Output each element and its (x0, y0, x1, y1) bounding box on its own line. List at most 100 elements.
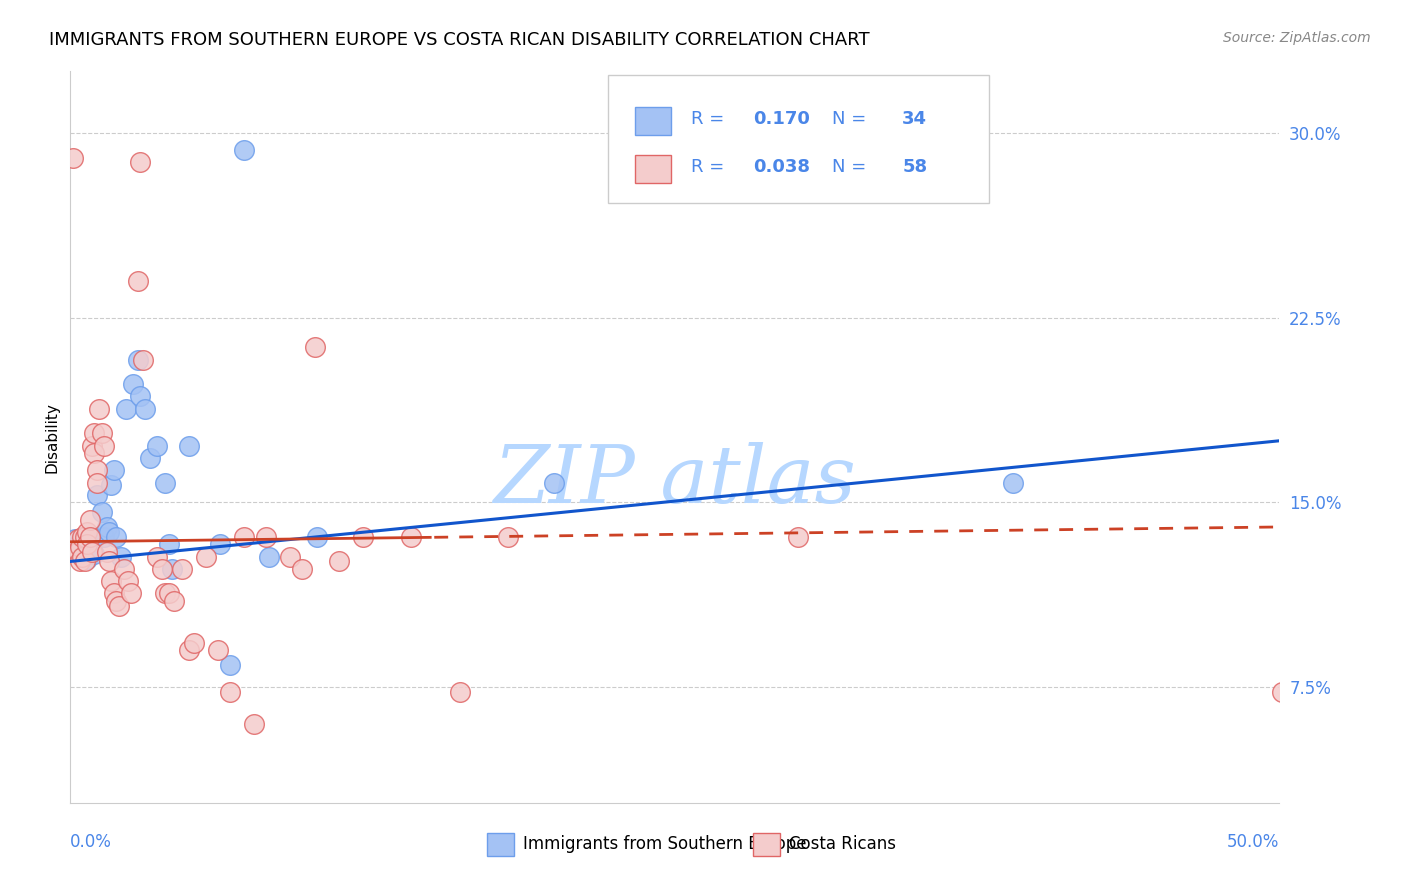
Point (86, 488, 108, 502)
Point (83, 446, 105, 460)
Point (146, 549, 169, 564)
Point (134, 401, 156, 416)
Point (219, 657, 242, 672)
Point (86, 463, 108, 477)
Point (219, 685, 242, 699)
Text: Costa Ricans: Costa Ricans (789, 835, 896, 853)
Point (76, 524, 98, 539)
Text: Source: ZipAtlas.com: Source: ZipAtlas.com (1223, 31, 1371, 45)
Point (107, 599, 129, 613)
Point (90, 426, 112, 441)
Point (305, 530, 328, 544)
Point (120, 586, 142, 600)
Point (328, 554, 350, 568)
Point (66, 533, 89, 547)
Point (83, 426, 105, 441)
Point (159, 537, 181, 551)
Y-axis label: Disability: Disability (44, 401, 59, 473)
Point (153, 586, 176, 600)
Point (98, 524, 121, 539)
Point (100, 478, 122, 492)
Point (163, 594, 186, 608)
Point (177, 643, 200, 657)
Point (115, 401, 138, 416)
Text: R =: R = (690, 110, 724, 128)
Point (257, 549, 280, 564)
Point (139, 450, 162, 465)
Point (96, 544, 118, 558)
Point (243, 717, 266, 731)
Point (93, 530, 115, 544)
Point (105, 530, 128, 544)
Point (63, 533, 86, 547)
Point (1271, 685, 1294, 699)
Text: N =: N = (832, 158, 866, 177)
Point (787, 530, 810, 544)
Text: 0.170: 0.170 (754, 110, 810, 128)
Point (209, 537, 232, 551)
Text: 34: 34 (903, 110, 927, 128)
FancyBboxPatch shape (488, 833, 515, 856)
Text: IMMIGRANTS FROM SOUTHERN EUROPE VS COSTA RICAN DISABILITY CORRELATION CHART: IMMIGRANTS FROM SOUTHERN EUROPE VS COSTA… (49, 31, 870, 49)
Point (150, 562, 173, 576)
Point (79, 512, 101, 526)
Point (1002, 475, 1025, 490)
Point (110, 549, 132, 564)
Point (159, 586, 181, 600)
Point (291, 562, 314, 576)
Point (543, 475, 565, 490)
Point (153, 475, 176, 490)
Text: 0.0%: 0.0% (70, 833, 112, 851)
FancyBboxPatch shape (636, 107, 671, 135)
FancyBboxPatch shape (609, 75, 990, 203)
Point (73, 530, 96, 544)
Point (112, 562, 135, 576)
Point (122, 377, 145, 392)
Point (80, 540, 103, 554)
Point (254, 530, 277, 544)
Point (80, 544, 103, 558)
Point (352, 530, 374, 544)
Point (103, 463, 125, 477)
Point (76, 552, 98, 566)
Text: 58: 58 (903, 158, 928, 177)
Point (127, 274, 149, 288)
Point (207, 643, 229, 657)
FancyBboxPatch shape (636, 155, 671, 183)
Point (69, 534, 91, 549)
Point (233, 530, 256, 544)
Point (194, 549, 217, 564)
Text: ZIP atlas: ZIP atlas (494, 442, 856, 520)
Point (96, 520, 118, 534)
Point (98, 554, 121, 568)
Point (86, 475, 108, 490)
Point (401, 530, 423, 544)
Text: N =: N = (832, 110, 866, 128)
Text: 50.0%: 50.0% (1227, 833, 1279, 851)
Point (69, 540, 91, 554)
Point (304, 340, 326, 354)
Point (83, 547, 105, 561)
Point (93, 439, 115, 453)
Point (90, 505, 112, 519)
Point (103, 586, 125, 600)
Point (127, 352, 149, 367)
Point (280, 549, 302, 564)
Point (72, 542, 94, 557)
Point (146, 439, 169, 453)
Point (170, 562, 193, 576)
Point (72, 530, 94, 544)
Point (132, 352, 155, 367)
Text: Immigrants from Southern Europe: Immigrants from Southern Europe (523, 835, 806, 853)
Point (129, 155, 152, 169)
Point (177, 439, 200, 453)
Point (76, 537, 98, 551)
Text: 0.038: 0.038 (754, 158, 810, 177)
Point (80, 439, 103, 453)
Point (105, 594, 128, 608)
Point (160, 562, 183, 576)
Point (66, 544, 89, 558)
FancyBboxPatch shape (754, 833, 780, 856)
Text: R =: R = (690, 158, 724, 177)
Point (100, 574, 122, 589)
